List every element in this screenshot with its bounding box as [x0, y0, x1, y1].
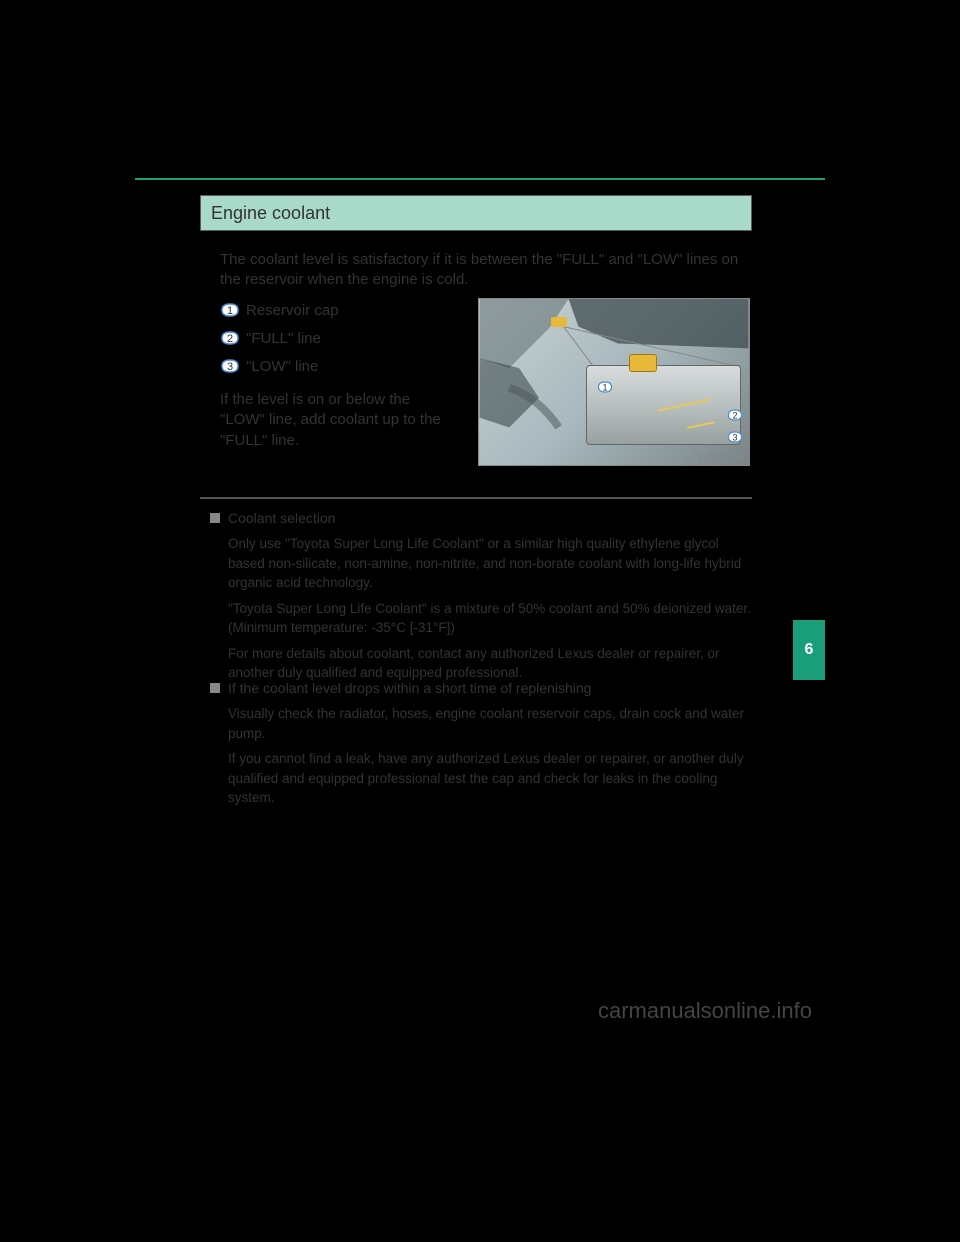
diagram-reservoir-cap — [629, 354, 657, 372]
diagram-engine-coolant: 1 2 3 IN63G513S — [478, 298, 750, 466]
info-title: Coolant selection — [228, 510, 335, 526]
diagram-callout-2-icon: 2 — [727, 407, 743, 423]
list-item: 1 Reservoir cap — [220, 300, 450, 320]
info-header: If the coolant level drops within a shor… — [210, 680, 752, 696]
info-body: Only use "Toyota Super Long Life Coolant… — [228, 534, 752, 593]
number-badge-3-icon: 3 — [220, 356, 240, 376]
info-section-coolant: Coolant selection Only use "Toyota Super… — [210, 510, 752, 689]
svg-text:2: 2 — [732, 411, 737, 421]
info-section-level-drop: If the coolant level drops within a shor… — [210, 680, 752, 814]
top-rule — [135, 178, 825, 180]
section-header: Engine coolant — [200, 195, 752, 231]
diagram-callout-1-icon: 1 — [597, 379, 613, 395]
list-label: "LOW" line — [246, 358, 318, 375]
intro-text: The coolant level is satisfactory if it … — [220, 250, 750, 291]
list-container: 1 Reservoir cap 2 "FULL" line 3 "LOW" li… — [220, 300, 450, 384]
svg-text:3: 3 — [732, 433, 737, 443]
chapter-number: 6 — [805, 641, 814, 659]
watermark: carmanualsonline.info — [598, 998, 812, 1024]
svg-text:2: 2 — [227, 333, 233, 345]
list-label: "FULL" line — [246, 330, 321, 347]
diagram-cap-engine — [551, 317, 567, 327]
chapter-tab: 6 — [793, 620, 825, 680]
square-bullet-icon — [210, 513, 220, 523]
post-list-text: If the level is on or below the "LOW" li… — [220, 390, 450, 451]
number-badge-1-icon: 1 — [220, 300, 240, 320]
list-label: Reservoir cap — [246, 302, 339, 319]
info-body: For more details about coolant, contact … — [228, 644, 752, 683]
low-line-indicator — [687, 421, 715, 429]
svg-text:3: 3 — [227, 361, 233, 373]
square-bullet-icon — [210, 683, 220, 693]
info-body: Visually check the radiator, hoses, engi… — [228, 704, 752, 743]
section-header-text: Engine coolant — [211, 203, 330, 224]
full-line-indicator — [657, 398, 711, 411]
info-body: If you cannot find a leak, have any auth… — [228, 749, 752, 808]
info-title: If the coolant level drops within a shor… — [228, 680, 591, 696]
svg-text:1: 1 — [227, 305, 233, 317]
list-item: 3 "LOW" line — [220, 356, 450, 376]
info-header: Coolant selection — [210, 510, 752, 526]
horizontal-rule — [200, 497, 752, 499]
diagram-callout-3-icon: 3 — [727, 429, 743, 445]
svg-text:1: 1 — [602, 383, 607, 393]
diagram-id: IN63G513S — [698, 453, 745, 463]
list-item: 2 "FULL" line — [220, 328, 450, 348]
diagram-reservoir — [586, 365, 741, 445]
number-badge-2-icon: 2 — [220, 328, 240, 348]
info-body: "Toyota Super Long Life Coolant" is a mi… — [228, 599, 752, 638]
